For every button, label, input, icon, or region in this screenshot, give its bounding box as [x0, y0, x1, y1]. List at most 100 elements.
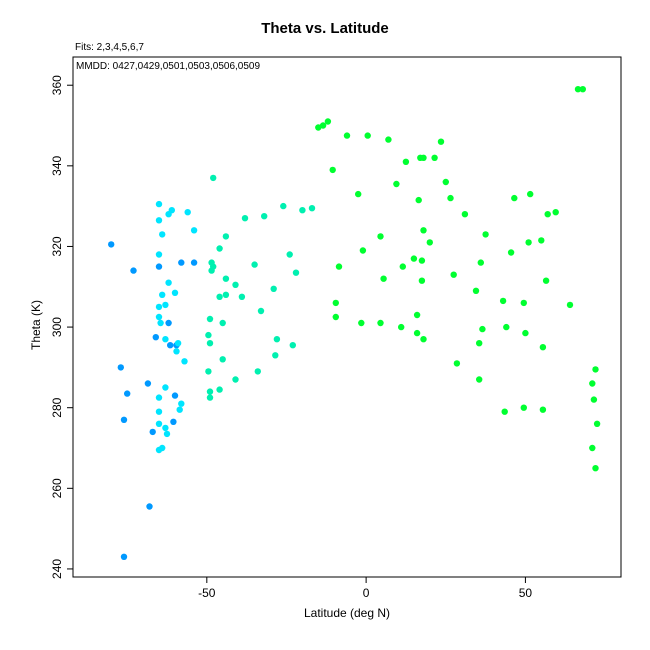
y-tick-label: 260: [50, 478, 64, 498]
data-point: [319, 122, 327, 129]
x-axis: -50 0 50: [198, 577, 532, 600]
data-point: [241, 215, 249, 222]
data-point: [450, 271, 457, 278]
data-point: [399, 263, 406, 270]
data-point: [178, 400, 185, 407]
data-point: [579, 86, 586, 93]
data-point: [589, 380, 596, 387]
data-point: [380, 275, 387, 282]
data-point: [476, 340, 483, 347]
data-point: [176, 406, 183, 413]
data-point: [511, 194, 518, 202]
x-axis-label: Latitude (deg N): [303, 606, 391, 620]
data-point: [168, 207, 175, 214]
data-point: [539, 344, 547, 351]
data-point: [108, 241, 115, 248]
data-points: [108, 86, 601, 560]
data-point: [592, 465, 599, 472]
data-point: [155, 408, 163, 415]
y-tick-label: 280: [50, 397, 64, 417]
data-point: [472, 287, 480, 294]
data-point: [431, 154, 438, 161]
data-point: [273, 336, 281, 343]
data-point: [155, 303, 163, 311]
data-point: [219, 319, 226, 327]
data-point: [332, 313, 339, 321]
data-point: [393, 180, 400, 188]
data-point: [437, 138, 445, 145]
data-point: [232, 376, 239, 383]
data-point: [566, 301, 574, 309]
data-point: [117, 364, 125, 371]
data-point: [413, 311, 421, 319]
data-point: [447, 194, 454, 202]
data-point: [162, 384, 169, 391]
data-point: [170, 418, 177, 425]
annotation-mmdd: MMDD: 0427,0429,0501,0503,0506,0509: [76, 61, 260, 72]
data-point: [208, 267, 215, 274]
data-point: [149, 428, 156, 436]
data-point: [171, 392, 179, 399]
data-point: [159, 291, 166, 298]
data-point: [155, 394, 163, 401]
data-point: [593, 420, 601, 427]
data-point: [420, 154, 427, 161]
data-point: [377, 233, 384, 240]
data-point: [398, 323, 405, 331]
data-point: [272, 352, 279, 359]
data-point: [539, 406, 547, 413]
data-point: [415, 196, 422, 204]
data-point: [413, 329, 421, 337]
data-point: [190, 227, 198, 234]
data-point: [520, 404, 527, 411]
data-point: [261, 213, 268, 220]
data-point: [124, 390, 131, 397]
data-point: [418, 257, 426, 264]
data-point: [525, 239, 532, 246]
data-point: [257, 307, 265, 315]
data-point: [155, 200, 163, 208]
data-point: [574, 86, 582, 93]
data-point: [181, 358, 188, 365]
data-point: [286, 251, 293, 258]
data-point: [162, 336, 169, 343]
data-point: [152, 334, 159, 341]
data-point: [144, 380, 152, 387]
data-point: [210, 174, 217, 182]
data-point: [206, 394, 214, 401]
data-point: [146, 503, 153, 510]
data-point: [542, 277, 550, 284]
data-point: [130, 267, 137, 274]
data-point: [254, 368, 261, 375]
x-tick-label: 0: [363, 586, 370, 600]
data-point: [477, 259, 484, 266]
data-point: [499, 297, 507, 305]
y-tick-label: 340: [50, 156, 64, 176]
data-point: [420, 227, 427, 234]
data-point: [329, 166, 336, 174]
data-point: [280, 202, 287, 210]
x-tick-label: 50: [519, 586, 533, 600]
data-point: [503, 323, 510, 331]
y-tick-label: 360: [50, 75, 64, 95]
data-point: [206, 315, 214, 323]
data-point: [171, 289, 179, 296]
plot-frame: [72, 56, 622, 578]
data-point: [155, 446, 163, 454]
data-point: [251, 261, 258, 268]
x-tick-label: -50: [198, 586, 216, 600]
data-point: [324, 118, 332, 125]
data-point: [527, 190, 534, 198]
data-point: [162, 301, 169, 309]
data-point: [167, 342, 174, 349]
chart-subtitle: Fits: 2,3,4,5,6,7: [75, 42, 144, 53]
data-point: [216, 386, 223, 393]
data-point: [292, 269, 300, 276]
data-point: [222, 233, 230, 240]
data-point: [173, 348, 180, 355]
data-point: [538, 237, 545, 244]
data-point: [216, 293, 223, 300]
data-point: [205, 331, 212, 339]
data-point: [426, 239, 433, 246]
